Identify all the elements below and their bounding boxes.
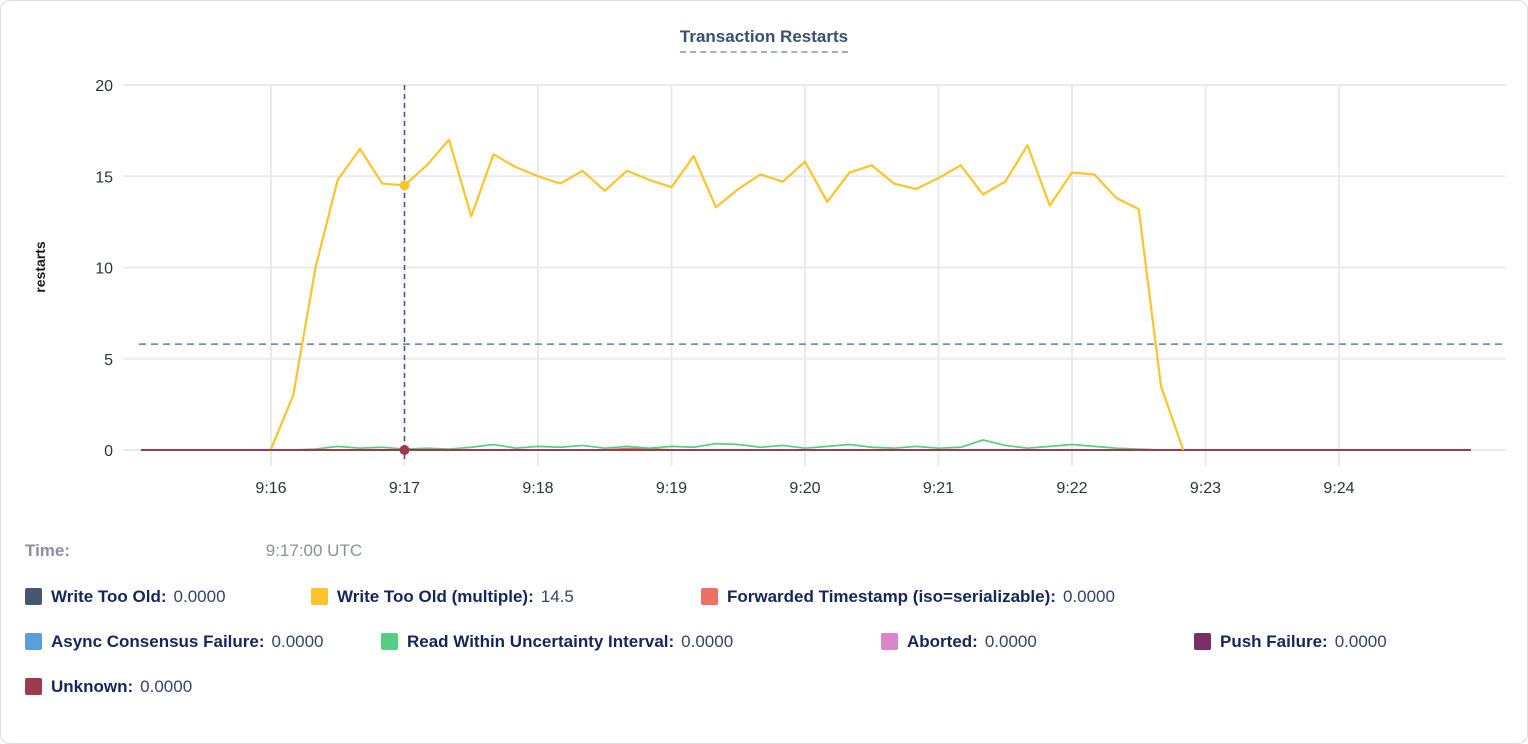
hover-dot bbox=[399, 445, 410, 455]
legend-label: Aborted: bbox=[907, 632, 978, 651]
transaction-restarts-chart[interactable]: 0 5 10 15 20 9:16 9:17 9:18 9:19 9:20 9:21 9:22 9:23… bbox=[1, 1, 1528, 521]
y-tick-label: 10 bbox=[95, 261, 113, 278]
legend-swatch bbox=[311, 588, 328, 605]
legend-swatch bbox=[701, 588, 718, 605]
legend-item-read-within-uncertainty-interval: Read Within Uncertainty Interval: 0.0000 bbox=[381, 632, 733, 652]
legend-swatch bbox=[25, 588, 42, 605]
y-tick-label: 15 bbox=[95, 169, 113, 186]
x-tick-label: 9:22 bbox=[1056, 480, 1087, 497]
legend-label: Unknown: bbox=[51, 677, 134, 696]
legend-item-forwarded-timestamp-iso-serializable-: Forwarded Timestamp (iso=serializable): 0… bbox=[701, 587, 1115, 607]
x-tick-label: 9:17 bbox=[389, 480, 420, 497]
legend-label: Forwarded Timestamp (iso=serializable): bbox=[727, 587, 1056, 606]
y-tick-label: 20 bbox=[95, 78, 113, 95]
legend-row: Unknown: 0.0000 bbox=[1, 677, 1527, 701]
y-tick-label: 5 bbox=[104, 352, 113, 369]
legend-item-write-too-old-multiple-: Write Too Old (multiple): 14.5 bbox=[311, 587, 574, 607]
legend-item-async-consensus-failure: Async Consensus Failure: 0.0000 bbox=[25, 632, 324, 652]
legend-swatch bbox=[1194, 633, 1211, 650]
series-line-read-within-uncertainty-interval bbox=[271, 439, 1206, 451]
legend-value: 0.0000 bbox=[984, 632, 1037, 651]
y-axis-label: restarts bbox=[32, 241, 48, 293]
legend-label: Read Within Uncertainty Interval: bbox=[407, 632, 675, 651]
hover-dot bbox=[399, 180, 410, 191]
legend-value: 0.0000 bbox=[681, 632, 734, 651]
chart-title-wrap: Transaction Restarts bbox=[1, 27, 1527, 53]
legend-item-aborted: Aborted: 0.0000 bbox=[881, 632, 1037, 652]
legend-item-unknown: Unknown: 0.0000 bbox=[25, 677, 192, 697]
y-tick-label: 0 bbox=[104, 443, 113, 460]
time-label: Time: bbox=[25, 541, 71, 560]
legend-label: Write Too Old (multiple): bbox=[337, 587, 534, 606]
legend-label: Push Failure: bbox=[1220, 632, 1328, 651]
x-tick-label: 9:16 bbox=[255, 480, 286, 497]
legend-swatch bbox=[381, 633, 398, 650]
hover-time-row: Time: 9:17:00 UTC bbox=[25, 541, 362, 561]
legend-value: 14.5 bbox=[540, 587, 574, 606]
x-tick-label: 9:18 bbox=[522, 480, 553, 497]
legend-item-write-too-old: Write Too Old: 0.0000 bbox=[25, 587, 226, 607]
legend-value: 0.0000 bbox=[140, 677, 193, 696]
x-tick-label: 9:21 bbox=[923, 480, 954, 497]
x-tick-label: 9:19 bbox=[656, 480, 687, 497]
time-value: 9:17:00 UTC bbox=[265, 541, 363, 560]
legend-value: 0.0000 bbox=[271, 632, 324, 651]
legend-value: 0.0000 bbox=[1334, 632, 1387, 651]
legend-row: Async Consensus Failure: 0.0000 Read Withi… bbox=[1, 632, 1527, 656]
legend-value: 0.0000 bbox=[1062, 587, 1115, 606]
legend-label: Async Consensus Failure: bbox=[51, 632, 265, 651]
x-tick-label: 9:23 bbox=[1190, 480, 1221, 497]
legend-swatch bbox=[25, 633, 42, 650]
legend-label: Write Too Old: bbox=[51, 587, 167, 606]
x-tick-label: 9:24 bbox=[1323, 480, 1354, 497]
legend-swatch bbox=[25, 678, 42, 695]
legend-swatch bbox=[881, 633, 898, 650]
series-line-write-too-old-multiple- bbox=[269, 138, 1185, 451]
legend-value: 0.0000 bbox=[173, 587, 226, 606]
legend-item-push-failure: Push Failure: 0.0000 bbox=[1194, 632, 1387, 652]
x-tick-label: 9:20 bbox=[789, 480, 820, 497]
legend-row: Write Too Old: 0.0000 Write Too Old (multi… bbox=[1, 587, 1527, 611]
chart-title[interactable]: Transaction Restarts bbox=[679, 27, 849, 53]
